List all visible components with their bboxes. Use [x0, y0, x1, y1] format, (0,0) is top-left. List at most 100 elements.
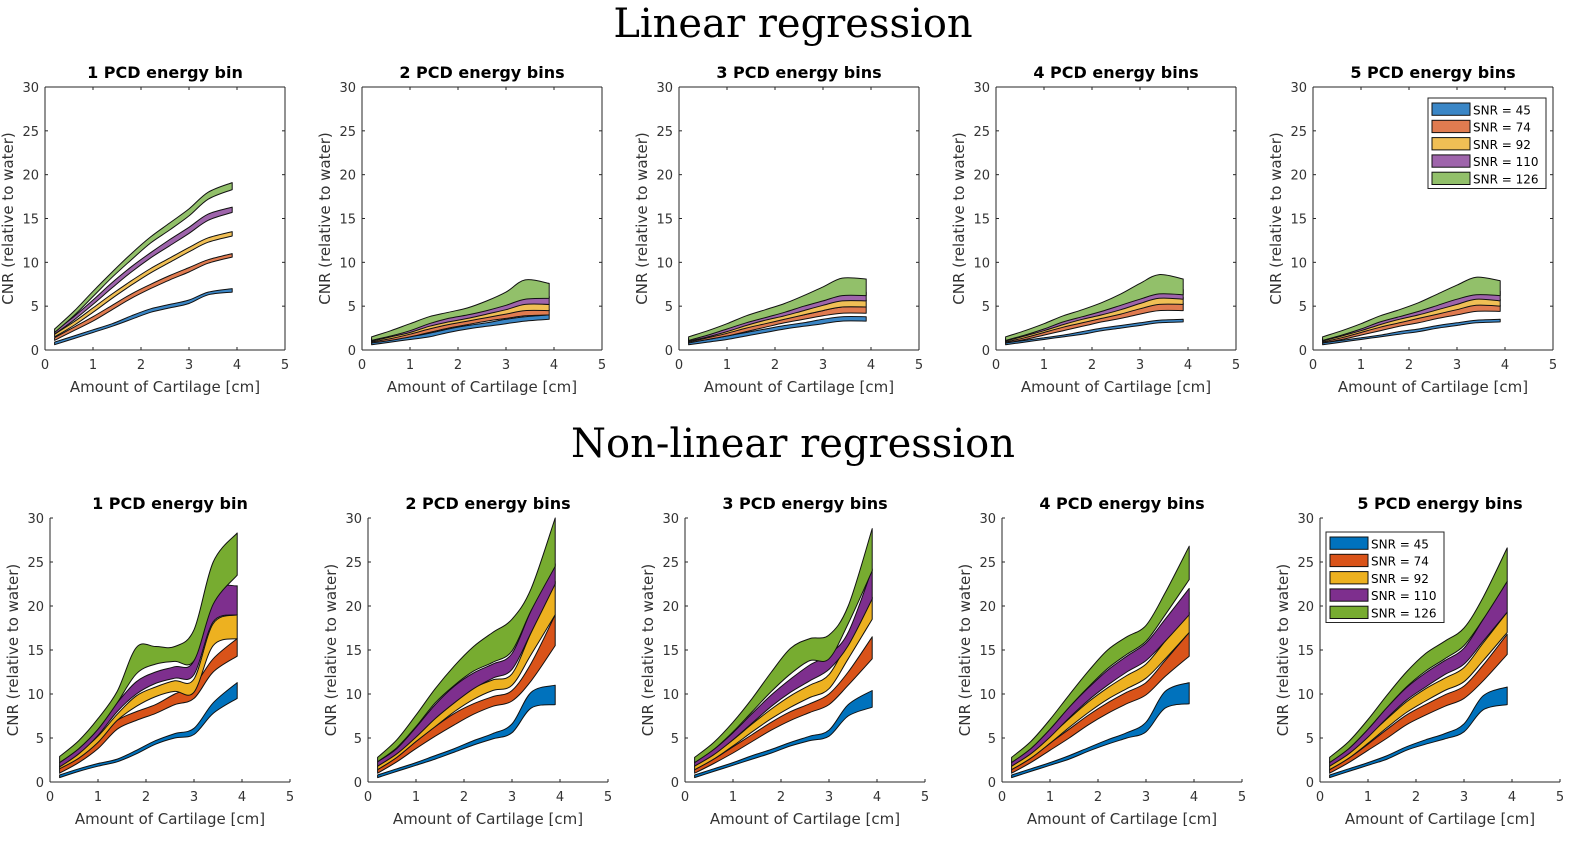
x-tick-label: 2 [460, 790, 468, 805]
y-tick-label: 0 [36, 776, 44, 791]
x-axis-label: Amount of Cartilage [cm] [75, 810, 265, 828]
y-axis-label: CNR (relative to water) [956, 564, 974, 737]
x-tick-label: 4 [233, 358, 241, 373]
x-tick-label: 1 [412, 790, 420, 805]
y-tick-label: 20 [27, 600, 44, 615]
legend-entry: SNR = 45 [1371, 537, 1429, 551]
x-tick-label: 3 [1453, 358, 1461, 373]
y-tick-label: 20 [1290, 169, 1307, 184]
y-axis-label: CNR (relative to water) [316, 132, 334, 305]
y-tick-label: 15 [979, 644, 996, 659]
y-tick-label: 10 [345, 688, 362, 703]
band-series-1 [1322, 318, 1501, 346]
y-tick-label: 0 [348, 344, 356, 359]
y-tick-label: 25 [662, 556, 679, 571]
legend-swatch [1329, 536, 1369, 550]
bands [1005, 274, 1184, 346]
y-tick-label: 20 [22, 169, 39, 184]
y-tick-label: 5 [671, 732, 679, 747]
y-tick-label: 30 [656, 81, 673, 96]
y-tick-label: 25 [345, 556, 362, 571]
x-axis-label: Amount of Cartilage [cm] [1027, 810, 1217, 828]
x-tick-label: 5 [1238, 790, 1246, 805]
band-series-5 [688, 277, 867, 341]
legend-entry: SNR = 74 [1371, 555, 1429, 569]
band-series-2 [694, 636, 873, 774]
y-tick-label: 0 [31, 344, 39, 359]
chart-title: 1 PCD energy bin [92, 494, 248, 513]
y-tick-label: 15 [662, 644, 679, 659]
y-tick-label: 5 [1306, 732, 1314, 747]
y-tick-label: 30 [22, 81, 39, 96]
y-tick-label: 15 [973, 213, 990, 228]
chart-panel-5: 0 1 2 3 4 5 0 5 10 15 20 25 30 5 PCD energy bins Amoun… [1267, 63, 1557, 396]
x-axis-label: Amount of Cartilage [cm] [704, 378, 894, 396]
x-tick-label: 1 [1364, 790, 1372, 805]
chart-panel-2: 0 1 2 3 4 5 0 5 10 15 20 25 30 2 PCD energy bins Amoun… [316, 63, 606, 396]
y-tick-label: 30 [1297, 512, 1314, 527]
y-tick-label: 30 [1290, 81, 1307, 96]
y-tick-label: 10 [339, 256, 356, 271]
x-tick-label: 5 [921, 790, 929, 805]
x-tick-label: 2 [777, 790, 785, 805]
x-tick-label: 0 [998, 790, 1006, 805]
x-tick-label: 3 [1460, 790, 1468, 805]
band-series-1 [694, 690, 873, 779]
x-axis-label: Amount of Cartilage [cm] [387, 378, 577, 396]
band-series-2 [54, 253, 233, 341]
band-series-3 [694, 596, 873, 771]
band-series-4 [694, 568, 873, 767]
y-axis-label: CNR (relative to water) [1267, 132, 1285, 305]
x-axis-label: Amount of Cartilage [cm] [1338, 378, 1528, 396]
y-tick-label: 20 [662, 600, 679, 615]
x-tick-label: 0 [46, 790, 54, 805]
band-series-3 [59, 614, 238, 770]
chart-title: 4 PCD energy bins [1033, 63, 1198, 82]
bands [54, 182, 233, 346]
chart-panel-7: 0 1 2 3 4 5 0 5 10 15 20 25 30 2 PCD energy bins Amoun… [322, 494, 612, 828]
x-tick-label: 4 [873, 790, 881, 805]
y-tick-label: 0 [671, 776, 679, 791]
x-tick-label: 3 [502, 358, 510, 373]
chart-panel-3: 0 1 2 3 4 5 0 5 10 15 20 25 30 3 PCD energy bins Amoun… [633, 63, 923, 396]
x-tick-label: 2 [142, 790, 150, 805]
x-tick-label: 4 [1501, 358, 1509, 373]
x-tick-label: 0 [675, 358, 683, 373]
legend-entry: SNR = 92 [1473, 138, 1531, 152]
x-tick-label: 5 [1556, 790, 1564, 805]
title-nonlinear-regression: Non-linear regression [571, 421, 1015, 467]
x-tick-label: 0 [358, 358, 366, 373]
y-tick-label: 10 [1290, 256, 1307, 271]
x-tick-label: 2 [1088, 358, 1096, 373]
y-tick-label: 20 [345, 600, 362, 615]
y-tick-label: 15 [656, 213, 673, 228]
y-tick-label: 0 [988, 776, 996, 791]
band-series-1 [1011, 682, 1190, 779]
x-tick-label: 2 [1412, 790, 1420, 805]
chart-title: 3 PCD energy bins [716, 63, 881, 82]
y-tick-label: 5 [348, 300, 356, 315]
y-tick-label: 15 [345, 644, 362, 659]
x-tick-label: 3 [190, 790, 198, 805]
bands [59, 532, 238, 779]
band-series-5 [1329, 547, 1508, 764]
chart-panel-1: 0 1 2 3 4 5 0 5 10 15 20 25 30 1 PCD energy bin Amount… [0, 63, 289, 396]
band-series-3 [1329, 611, 1508, 771]
bands [1322, 276, 1501, 346]
band-series-5 [1011, 545, 1190, 764]
x-tick-label: 5 [598, 358, 606, 373]
x-axis-label: Amount of Cartilage [cm] [70, 378, 260, 396]
x-axis-label: Amount of Cartilage [cm] [1021, 378, 1211, 396]
chart-panel-9: 0 1 2 3 4 5 0 5 10 15 20 25 30 4 PCD energy bins Amoun… [956, 494, 1246, 828]
x-tick-label: 4 [1508, 790, 1516, 805]
x-tick-label: 5 [286, 790, 294, 805]
y-tick-label: 30 [973, 81, 990, 96]
legend: SNR = 45 SNR = 74 SNR = 92 SNR = 110 SNR = 1… [1427, 97, 1547, 189]
bands [1329, 547, 1508, 779]
x-tick-label: 0 [992, 358, 1000, 373]
y-tick-label: 5 [354, 732, 362, 747]
x-tick-label: 1 [1357, 358, 1365, 373]
band-series-2 [1011, 631, 1190, 774]
y-tick-label: 0 [354, 776, 362, 791]
y-axis-label: CNR (relative to water) [0, 132, 17, 305]
